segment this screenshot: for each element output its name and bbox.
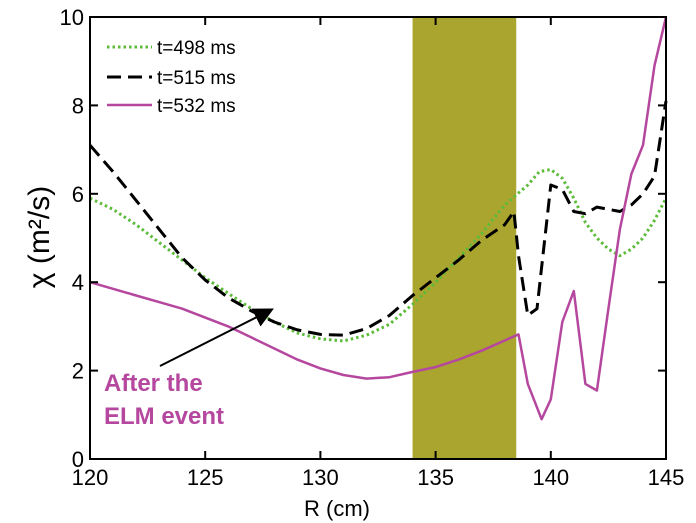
series-line-2	[89, 16, 668, 421]
x-axis-title: R (cm)	[304, 496, 370, 521]
y-tick-label: 2	[72, 359, 84, 384]
series-line-1	[88, 100, 668, 337]
elm-annotation: After the ELM event	[104, 308, 274, 430]
annotation-line-2: ELM event	[104, 403, 224, 430]
shaded-band	[412, 17, 517, 459]
y-tick-label: 6	[72, 182, 84, 207]
annotation-arrow	[159, 308, 274, 367]
x-tick-label: 140	[532, 465, 569, 490]
series-layer	[88, 16, 668, 421]
plot-frame	[89, 16, 667, 460]
legend-label-t532: t=532 ms	[157, 96, 236, 117]
x-tick-label: 145	[648, 465, 685, 490]
x-tick-label: 125	[187, 465, 224, 490]
x-tick-label: 120	[72, 465, 109, 490]
y-tick-label: 0	[72, 447, 84, 472]
x-tick-label: 135	[417, 465, 454, 490]
y-tick-label: 8	[72, 93, 84, 118]
y-tick-label: 4	[72, 270, 84, 295]
x-tick-label: 130	[302, 465, 339, 490]
legend-label-t515: t=515 ms	[157, 68, 236, 89]
legend-label-t498: t=498 ms	[157, 38, 236, 59]
legend: t=498 ms t=515 ms t=532 ms	[107, 38, 236, 117]
y-axis-title: χ (m²/s)	[23, 186, 56, 288]
series-line-0	[89, 168, 668, 343]
y-tick-label: 10	[60, 5, 84, 30]
ticks-layer: 120 125 130 135 140 145 0 2 4 6 8 10	[60, 5, 685, 490]
annotation-line-1: After the	[104, 370, 203, 397]
